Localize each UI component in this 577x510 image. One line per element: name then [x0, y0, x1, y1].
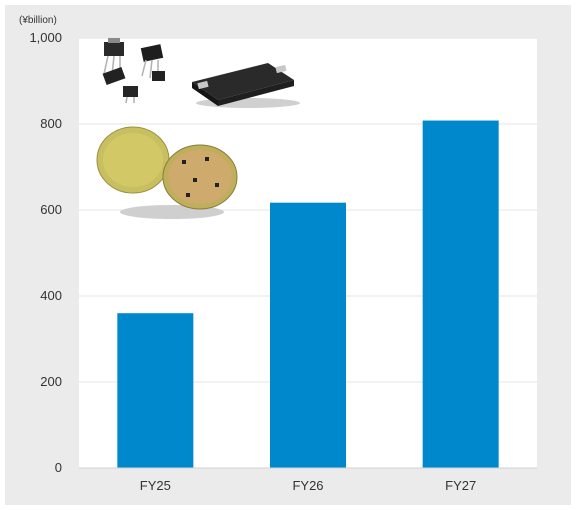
y-tick-label: 600 — [40, 202, 62, 217]
y-axis-unit-label: (¥billion) — [19, 15, 57, 26]
wafers-illustration — [96, 126, 238, 219]
y-tick-label: 800 — [40, 116, 62, 131]
x-tick-label: FY25 — [140, 478, 171, 493]
y-tick-label: 1,000 — [29, 30, 62, 45]
y-axis-ticks: 0 200 400 600 800 1,000 — [29, 30, 62, 475]
x-tick-label: FY26 — [292, 478, 323, 493]
y-tick-label: 400 — [40, 288, 62, 303]
x-axis-labels: FY25 FY26 FY27 — [140, 478, 476, 493]
y-tick-label: 0 — [55, 460, 62, 475]
bar-fy26 — [270, 202, 346, 468]
bars — [117, 120, 499, 468]
bar-fy25 — [117, 313, 194, 468]
x-tick-label: FY27 — [445, 478, 476, 493]
y-tick-label: 200 — [40, 374, 62, 389]
discrete-packages-illustration — [102, 38, 165, 104]
power-module-illustration — [192, 63, 300, 108]
bar-fy27 — [422, 120, 499, 468]
